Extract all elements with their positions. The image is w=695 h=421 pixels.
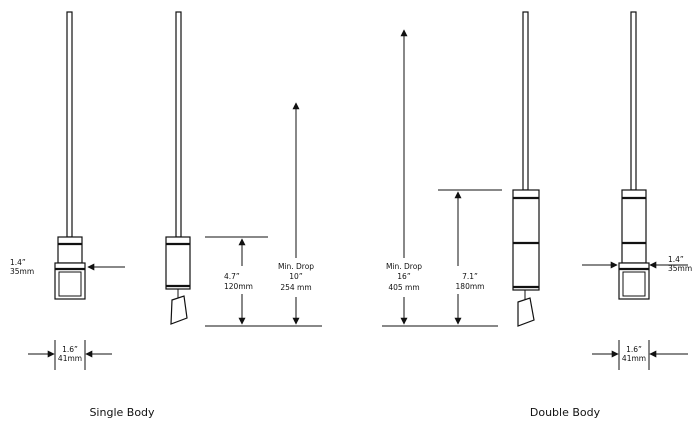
single-side-rod [175, 11, 182, 238]
double-side-view [512, 11, 540, 327]
single-body-height-mm: 120mm [224, 282, 253, 291]
double-front-view [618, 11, 650, 300]
double-body-height-in: 7.1” [462, 272, 478, 281]
double-side-body [512, 189, 540, 291]
single-side-body [165, 236, 191, 290]
single-body-diameter-in: 1.4” [10, 258, 26, 267]
single-side-view [165, 11, 191, 325]
double-cap-diameter-mm: 41mm [622, 354, 646, 363]
single-front-rod [66, 11, 73, 238]
single-side-float-tip [170, 295, 188, 325]
double-min-drop-mm: 405 mm [388, 283, 419, 292]
double-front-cap-inner [622, 271, 646, 297]
single-cap-diameter-mm: 41mm [58, 354, 82, 363]
double-front-body [621, 189, 647, 264]
single-body-diameter-mm: 35mm [10, 267, 34, 276]
single-min-drop-label: Min. Drop [278, 262, 314, 271]
double-cap-diameter-in: 1.6” [626, 345, 642, 354]
single-cap-diameter-in: 1.6” [62, 345, 78, 354]
double-body-height-mm: 180mm [456, 282, 485, 291]
single-body-height-in: 4.7” [224, 272, 240, 281]
double-side-float-tip [517, 297, 535, 327]
double-body-diameter-in: 1.4” [668, 255, 684, 264]
double-min-drop-in: 16” [397, 272, 411, 281]
single-front-view [54, 11, 86, 300]
single-front-body [57, 236, 83, 264]
double-min-drop-label: Min. Drop [386, 262, 422, 271]
caption-single-body: Single Body [89, 406, 155, 419]
double-front-rod [630, 11, 637, 191]
single-min-drop-mm: 254 mm [280, 283, 311, 292]
single-min-drop-in: 10” [289, 272, 303, 281]
single-front-cap-inner [58, 271, 82, 297]
double-side-rod [522, 11, 529, 191]
caption-double-body: Double Body [530, 406, 601, 419]
double-body-diameter-mm: 35mm [668, 264, 692, 273]
